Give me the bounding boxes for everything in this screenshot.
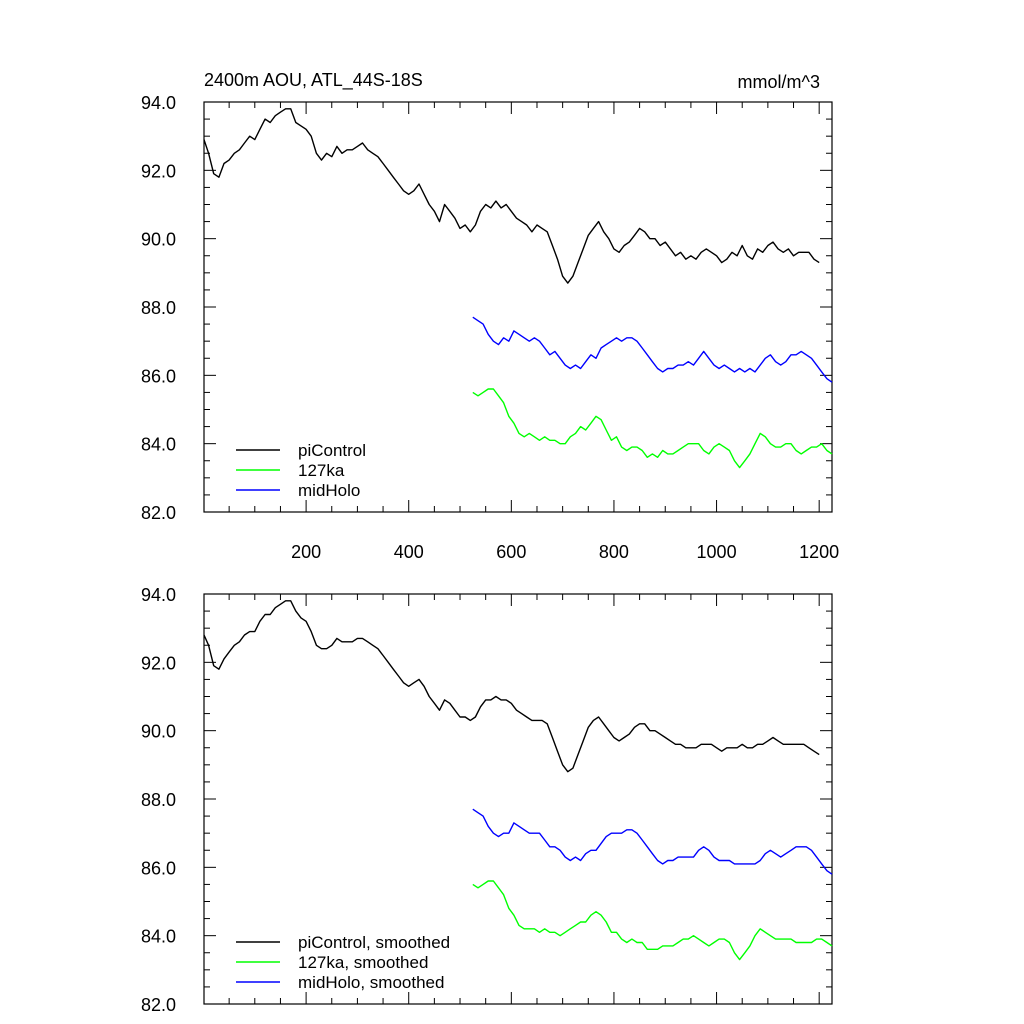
y-tick-label: 84.0 xyxy=(141,927,176,947)
legend-label: piControl, smoothed xyxy=(298,933,450,952)
y-tick-label: 84.0 xyxy=(141,435,176,455)
legend-label: 127ka, smoothed xyxy=(298,953,428,972)
series-line-picontrol xyxy=(203,108,820,284)
y-tick-label: 86.0 xyxy=(141,858,176,878)
legend-label: midHolo xyxy=(298,481,360,500)
bottom-panel: 82.0 84.0 86.0 88.0 90.0 92.0 94.0 piControl, s… xyxy=(141,585,833,1015)
y-tick-label: 92.0 xyxy=(141,653,176,673)
x-tick-label: 600 xyxy=(496,542,526,562)
y-tick-label: 90.0 xyxy=(141,230,176,250)
top-panel: 200 400 600 800 1000 1200 82.0 84.0 86.0 88.0 90.0… xyxy=(141,70,839,562)
x-tick-label: 200 xyxy=(291,542,321,562)
series-line-picontrol-smoothed xyxy=(203,600,820,773)
chart-title: 2400m AOU, ATL_44S-18S xyxy=(204,70,423,91)
y-tick-label: 86.0 xyxy=(141,366,176,386)
y-tick-label: 82.0 xyxy=(141,503,176,523)
y-tick-label: 82.0 xyxy=(141,995,176,1015)
x-tick-label: 1200 xyxy=(799,542,839,562)
x-tick-label: 800 xyxy=(599,542,629,562)
x-tick-label: 400 xyxy=(394,542,424,562)
series-line-midholo xyxy=(472,316,833,383)
y-tick-label: 88.0 xyxy=(141,298,176,318)
y-tick-label: 94.0 xyxy=(141,585,176,605)
legend-label: 127ka xyxy=(298,461,345,480)
legend-label: midHolo, smoothed xyxy=(298,973,444,992)
y-tick-label: 94.0 xyxy=(141,93,176,113)
series-line-127ka xyxy=(472,388,833,469)
x-tick-label: 1000 xyxy=(697,542,737,562)
y-tick-label: 90.0 xyxy=(141,722,176,742)
y-tick-label: 92.0 xyxy=(141,161,176,181)
y-tick-label: 88.0 xyxy=(141,790,176,810)
units-label: mmol/m^3 xyxy=(738,72,820,92)
series-line-midholo-smoothed xyxy=(472,808,833,875)
series-line-127ka-smoothed xyxy=(472,880,833,961)
legend-label: piControl xyxy=(298,441,366,460)
